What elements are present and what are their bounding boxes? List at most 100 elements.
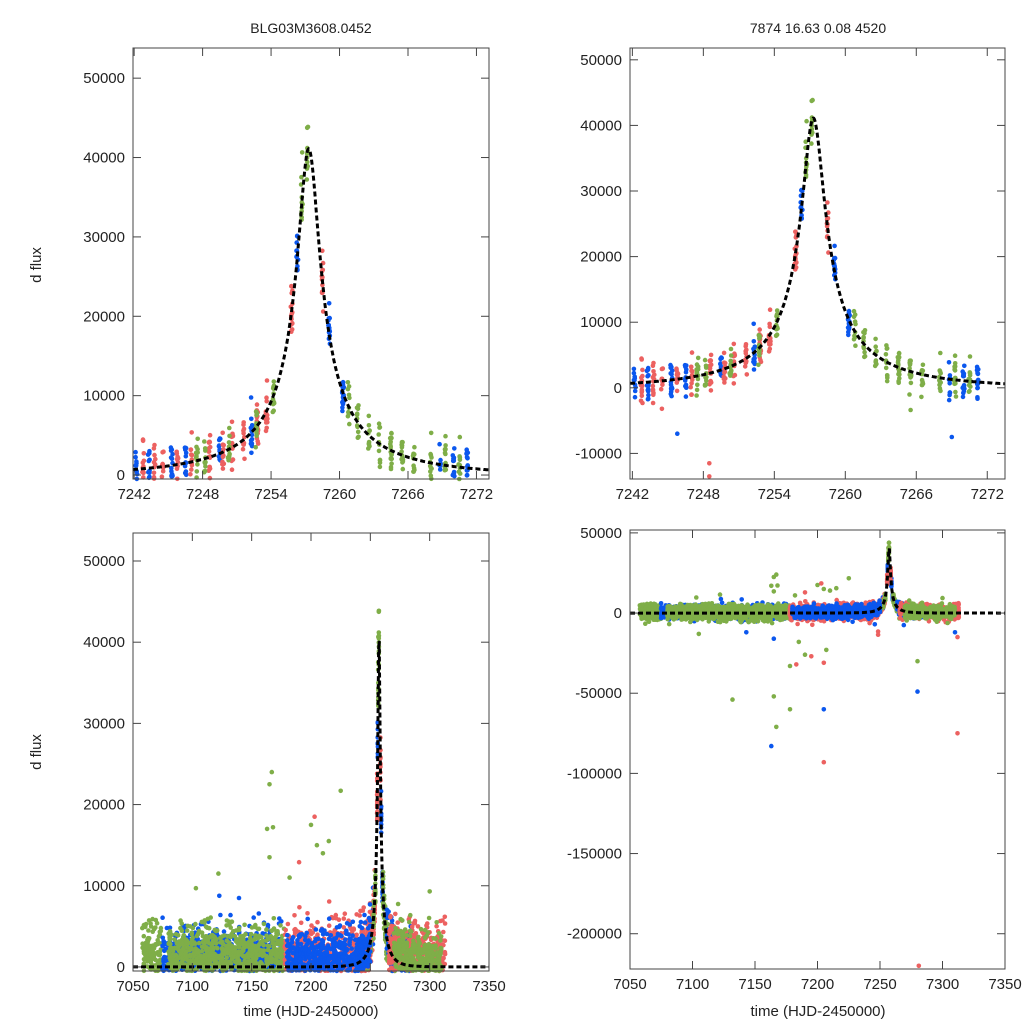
y-tick-label: 10000 xyxy=(83,388,125,405)
data-point-green xyxy=(410,453,416,459)
data-point-green xyxy=(952,368,958,373)
data-point-blue xyxy=(832,263,837,269)
data-point-blue xyxy=(345,947,350,952)
data-point-green xyxy=(356,434,361,440)
data-point-blue xyxy=(386,909,391,914)
data-point-blue xyxy=(718,361,723,366)
data-point-green xyxy=(703,375,709,381)
data-point-green xyxy=(862,349,867,355)
data-point-red xyxy=(442,938,448,943)
data-point-blue xyxy=(675,431,680,437)
data-point-green xyxy=(345,380,351,385)
data-point-blue xyxy=(961,384,967,389)
data-point-red xyxy=(825,200,830,205)
data-point-red xyxy=(174,466,180,472)
data-point-blue xyxy=(362,920,368,925)
data-point-blue xyxy=(365,963,371,969)
data-point-red xyxy=(658,386,664,392)
data-point-red xyxy=(689,350,695,355)
data-point-green xyxy=(202,460,208,466)
data-point-green xyxy=(227,451,232,457)
data-point-blue xyxy=(169,456,175,462)
data-point-blue xyxy=(464,473,470,478)
data-point-red xyxy=(708,358,714,363)
data-point-green xyxy=(148,924,154,929)
data-point-green xyxy=(202,468,208,474)
data-point-blue xyxy=(751,367,757,372)
data-point-red xyxy=(767,307,773,313)
data-point-green xyxy=(399,457,404,462)
data-point-blue xyxy=(846,332,851,338)
data-point-green xyxy=(895,355,901,360)
data-point-blue xyxy=(217,893,222,899)
data-point-green xyxy=(226,440,232,445)
data-point-blue xyxy=(631,370,637,376)
data-point-blue xyxy=(160,915,165,920)
data-point-blue xyxy=(975,396,980,402)
data-point-blue xyxy=(450,453,456,458)
x-tick-label: 7254 xyxy=(254,486,287,503)
data-point-red xyxy=(689,392,694,397)
data-point-green xyxy=(388,439,394,445)
data-point-blue xyxy=(169,465,174,471)
data-point-blue xyxy=(134,471,140,477)
title-left: BLG03M3608.0452 xyxy=(250,20,372,36)
data-point-blue xyxy=(751,321,756,327)
data-point-blue xyxy=(669,372,674,377)
data-point-red xyxy=(326,923,332,928)
data-point-green xyxy=(896,351,902,356)
plot-frame xyxy=(629,47,1006,480)
data-point-green xyxy=(953,389,958,395)
data-point-blue xyxy=(960,394,966,400)
data-point-green xyxy=(457,454,462,459)
data-point-green xyxy=(728,358,733,364)
data-point-blue xyxy=(249,432,255,438)
data-point-blue xyxy=(632,394,638,400)
data-point-blue xyxy=(464,447,470,453)
data-point-blue xyxy=(320,938,326,944)
data-point-blue xyxy=(949,434,955,440)
data-point-green xyxy=(388,456,394,462)
data-point-blue xyxy=(451,471,457,476)
data-point-blue xyxy=(946,360,952,365)
data-point-red xyxy=(742,364,748,369)
data-point-red xyxy=(188,447,194,452)
data-point-green xyxy=(443,433,448,439)
data-point-blue xyxy=(146,458,152,464)
data-point-green xyxy=(862,353,868,359)
data-point-green xyxy=(225,455,231,461)
y-tick-label: 0 xyxy=(117,467,125,484)
data-point-blue xyxy=(464,454,470,460)
xlabel-right: time (HJD-2450000) xyxy=(750,1003,885,1020)
x-tick-label: 7254 xyxy=(758,486,791,503)
data-point-red xyxy=(207,444,213,450)
data-point-blue xyxy=(340,399,345,405)
data-point-green xyxy=(919,377,925,383)
data-point-blue xyxy=(346,932,351,937)
data-point-red xyxy=(650,363,656,369)
data-point-green xyxy=(376,421,382,427)
data-point-blue xyxy=(183,445,189,451)
data-point-red xyxy=(141,458,147,464)
data-point-green xyxy=(271,379,277,384)
data-point-red xyxy=(638,398,644,404)
data-point-blue xyxy=(249,450,254,456)
x-tick-label: 7242 xyxy=(117,486,150,503)
data-point-red xyxy=(320,267,326,273)
data-point-green xyxy=(193,455,199,460)
data-point-green xyxy=(146,936,152,941)
data-point-blue xyxy=(133,449,138,455)
data-point-red xyxy=(722,380,727,385)
data-point-green xyxy=(377,458,383,463)
data-point-green xyxy=(884,346,890,351)
data-point-red xyxy=(638,383,644,388)
data-point-red xyxy=(305,911,310,916)
data-point-blue xyxy=(947,390,953,395)
data-point-green xyxy=(937,368,942,373)
data-point-green xyxy=(275,931,281,937)
data-point-red xyxy=(241,420,246,425)
data-point-red xyxy=(153,456,158,462)
data-point-blue xyxy=(646,396,651,402)
data-point-green xyxy=(380,876,386,882)
data-point-blue xyxy=(644,368,650,374)
